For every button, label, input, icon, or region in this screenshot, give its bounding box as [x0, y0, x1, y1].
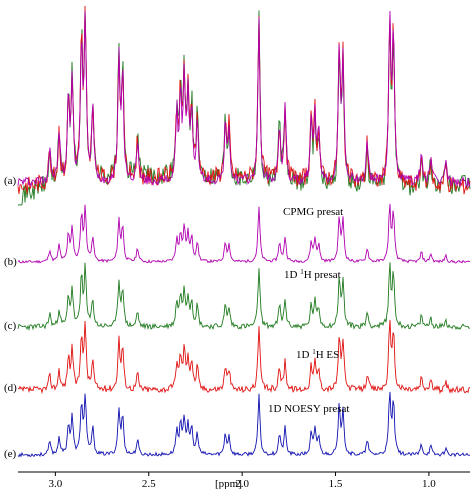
panel-label-a: (a) [4, 175, 17, 187]
series-name-cpmg-presat: CPMG presat [283, 206, 343, 218]
spectrum-line-e [17, 391, 471, 458]
series-name-1d-1h-presat: 1D 1H presat [284, 268, 341, 281]
x-axis-ticks: 3.0 2.5 2.0 1.5 1.0 [48, 472, 436, 489]
spectrum-line-c [17, 262, 471, 332]
x-tick-label: 1.5 [329, 478, 343, 489]
panel-label-c: (c) [4, 320, 17, 332]
spectrum-line-d [17, 319, 471, 395]
x-tick-label: 2.0 [235, 478, 249, 489]
spectra-group [17, 5, 471, 458]
panel-label-d: (d) [4, 382, 17, 394]
series-name-1d-noesy-presat: 1D NOESY presat [268, 403, 349, 415]
x-tick-label: 3.0 [48, 478, 62, 489]
x-tick-label: 2.5 [142, 478, 156, 489]
spectrum-line-b [17, 203, 471, 264]
x-tick-label: 1.0 [422, 478, 436, 489]
series-name-1d-1h-es: 1D 1H ES [296, 348, 339, 361]
x-axis-label: [ppm] [215, 478, 242, 489]
panel-label-e: (e) [4, 448, 17, 460]
overlay-line-2 [17, 10, 471, 188]
panel-label-b: (b) [4, 256, 17, 268]
